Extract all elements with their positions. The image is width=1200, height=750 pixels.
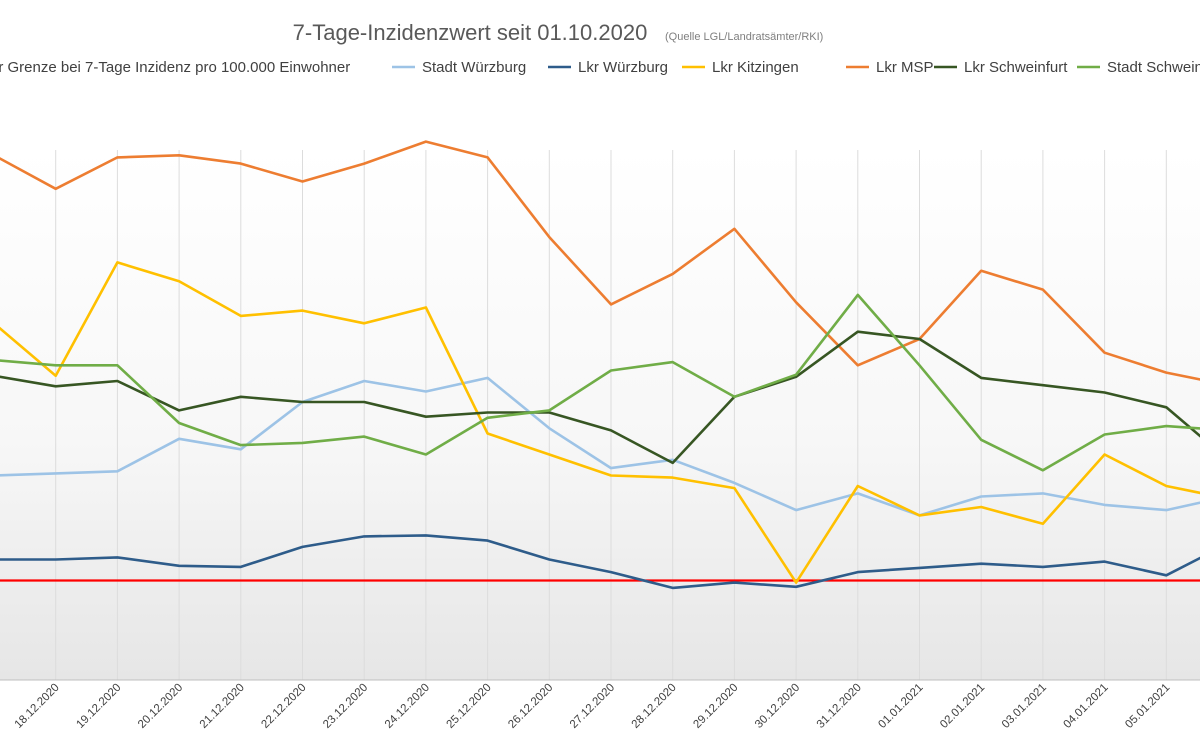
tick-label-16: 03.01.2021 [1000,682,1049,731]
tick-label-7: 25.12.2020 [445,682,494,731]
tick-label-13: 31.12.2020 [815,682,864,731]
tick-label-5: 23.12.2020 [321,682,370,731]
legend-label-0: er Grenze bei 7-Tage Inzidenz pro 100.00… [0,59,350,76]
plot-area [0,150,1200,680]
series-line-6 [0,293,1200,472]
tick-label-9: 27.12.2020 [568,682,617,731]
chart-title: 7-Tage-Inzidenzwert seit 01.10.2020 [293,20,648,45]
series-line-1 [0,376,1200,517]
tick-label-17: 04.01.2021 [1062,682,1111,731]
series-line-3 [0,261,1200,584]
series-line-4 [0,140,1200,381]
legend-label-5: Lkr Schweinfurt [964,59,1068,76]
chart-subtitle: (Quelle LGL/Landratsämter/RKI) [665,31,823,43]
tick-label-10: 28.12.2020 [630,682,679,731]
series-line-5 [0,330,1200,465]
series-line-2 [0,534,1200,590]
tick-label-18: 05.01.2021 [1123,682,1172,731]
legend: er Grenze bei 7-Tage Inzidenz pro 100.00… [0,59,1200,76]
series-lines [0,140,1200,590]
tick-label-11: 29.12.2020 [691,682,740,731]
tick-label-3: 21.12.2020 [198,682,247,731]
legend-label-1: Stadt Würzburg [422,59,526,76]
tick-label-1: 19.12.2020 [74,682,123,731]
tick-label-6: 24.12.2020 [383,682,432,731]
x-axis-ticks: 18.12.2020 19.12.2020 20.12.2020 21.12.2020… [13,682,1173,731]
tick-label-2: 20.12.2020 [136,682,185,731]
tick-label-15: 02.01.2021 [938,682,987,731]
legend-label-4: Lkr MSP [876,59,934,76]
legend-label-2: Lkr Würzburg [578,59,668,76]
legend-label-3: Lkr Kitzingen [712,59,799,76]
tick-label-4: 22.12.2020 [259,682,308,731]
tick-label-12: 30.12.2020 [753,682,802,731]
tick-label-0: 18.12.2020 [13,682,62,731]
gridlines [0,150,1200,681]
legend-label-6: Stadt Schweinfurt [1107,59,1200,76]
tick-label-14: 01.01.2021 [876,682,925,731]
tick-label-8: 26.12.2020 [506,682,555,731]
